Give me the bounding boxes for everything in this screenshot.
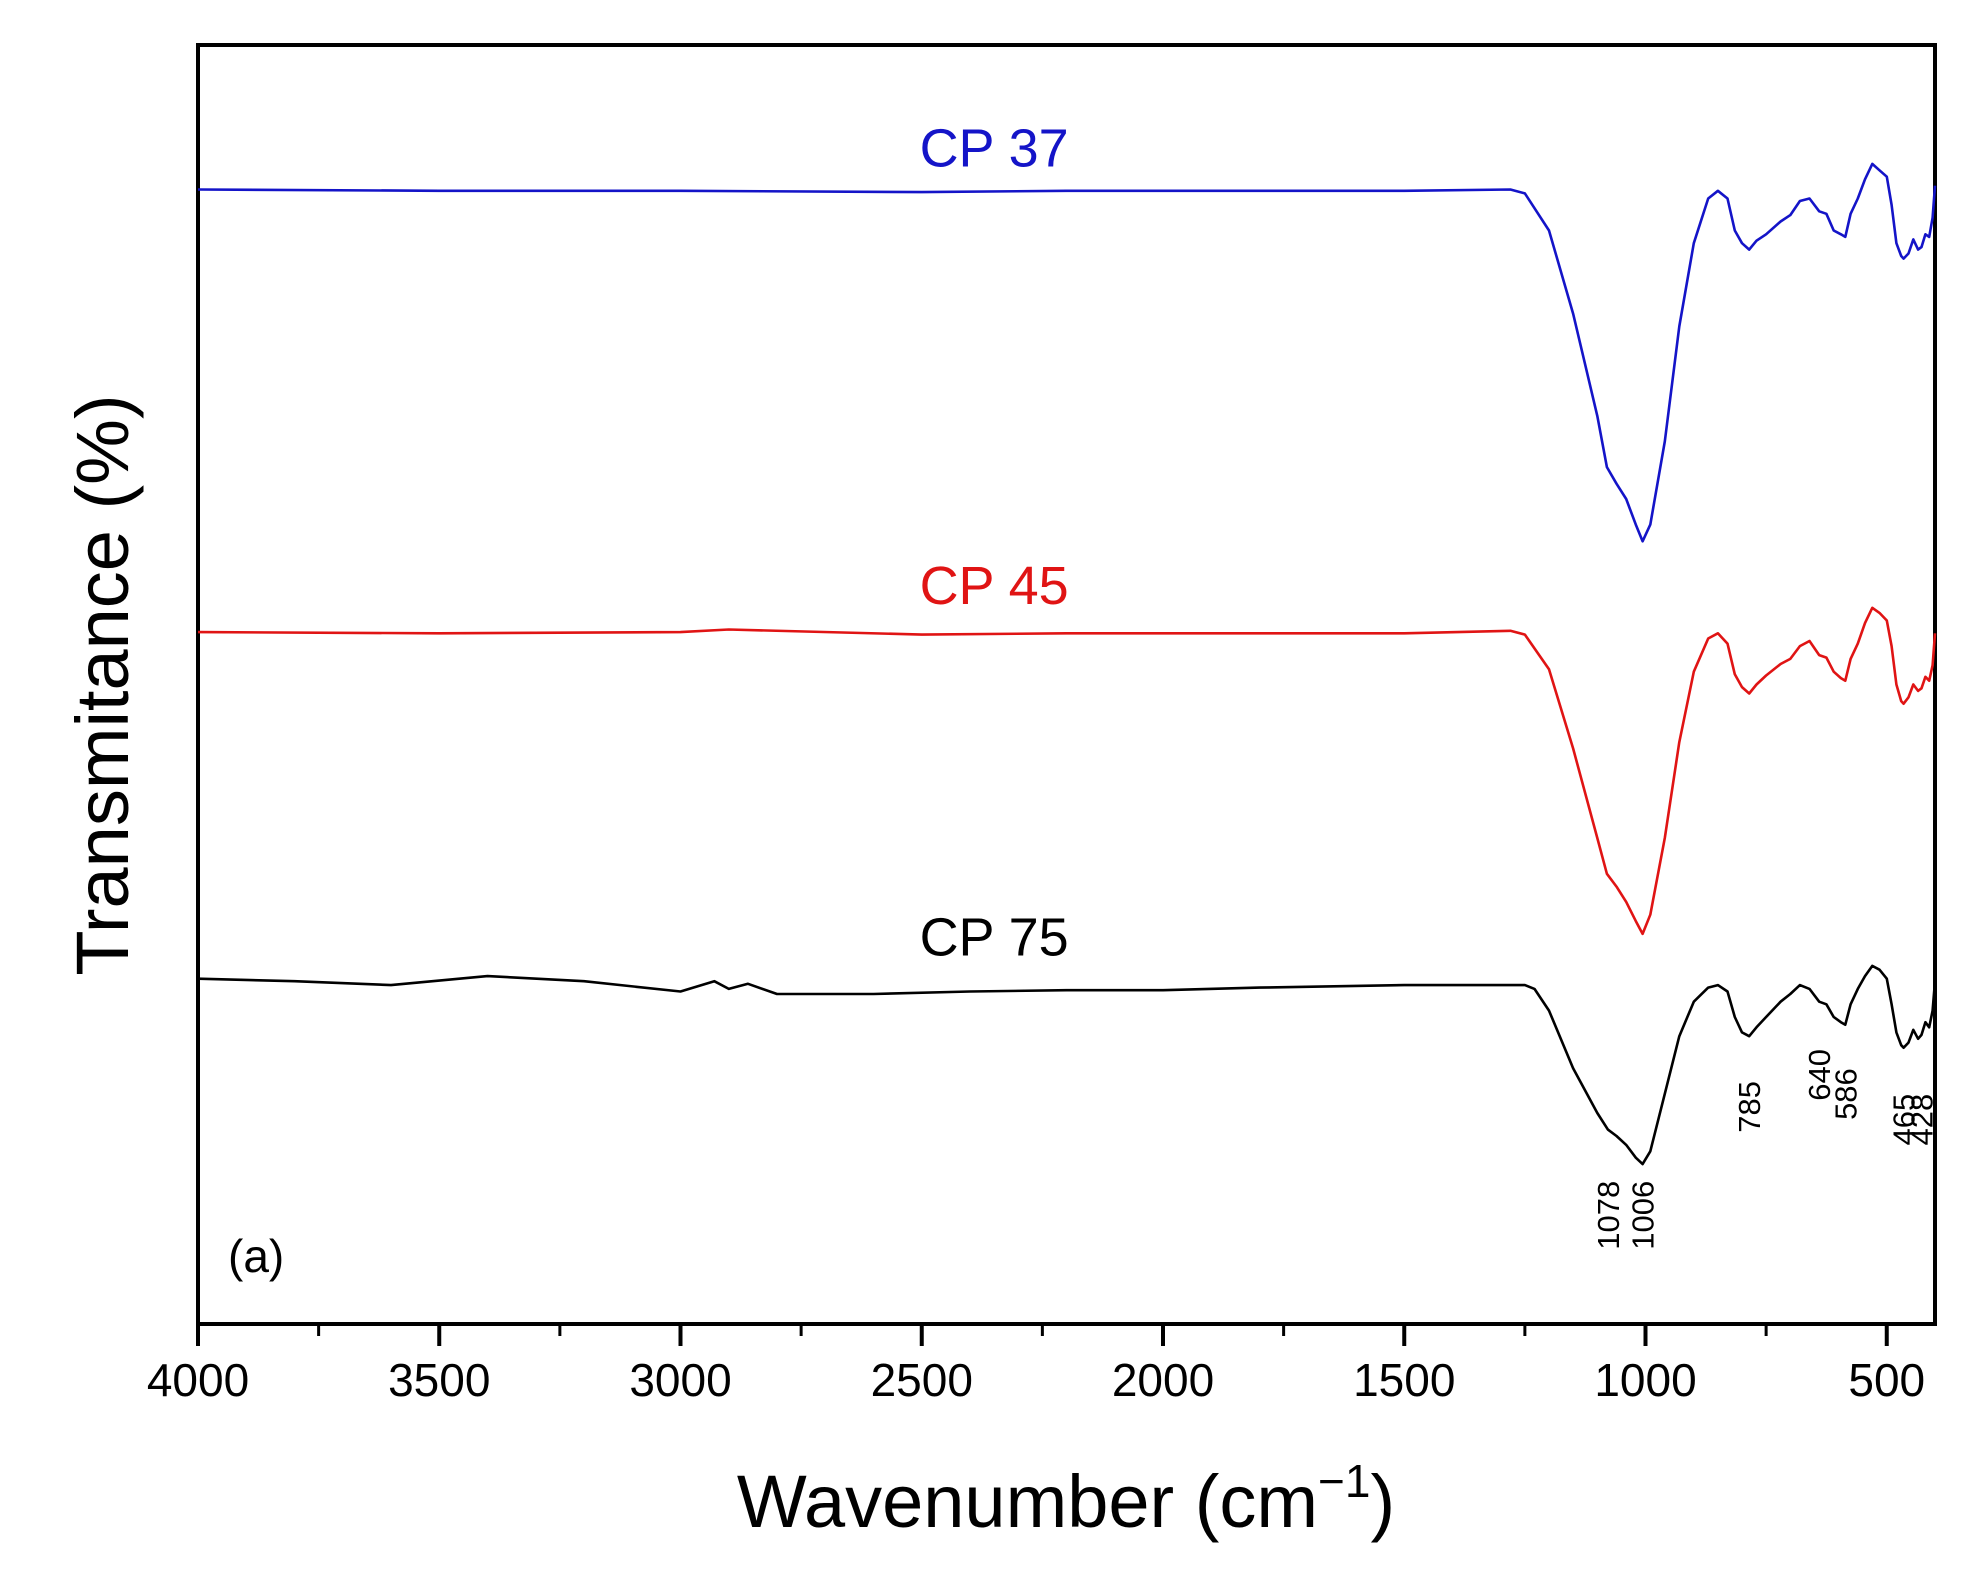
peak-label: 785 (1732, 1081, 1767, 1133)
x-axis-title: Wavenumber (cm−1) (737, 1455, 1395, 1543)
peak-label: 428 (1904, 1094, 1939, 1146)
peak-label: 640 (1802, 1049, 1837, 1101)
series-line-cp-45 (197, 606, 1937, 936)
x-axis-title-close: ) (1370, 1460, 1395, 1543)
series-layer (197, 162, 1937, 1166)
x-tick-label: 500 (1848, 1354, 1925, 1406)
series-line-cp-75 (197, 964, 1937, 1166)
x-axis-title-superscript: −1 (1318, 1455, 1370, 1507)
x-tick-label: 2500 (871, 1354, 973, 1406)
series-label-cp-37: CP 37 (920, 119, 1069, 179)
series-label-cp-45: CP 45 (920, 556, 1069, 616)
peak-label: 465 (1887, 1094, 1922, 1146)
x-tick-label: 3500 (388, 1354, 490, 1406)
x-tick-label: 1500 (1353, 1354, 1455, 1406)
x-axis: 4000 3500 3000 2500 2000 1500 1000 500 (147, 1324, 1925, 1406)
x-tick-label: 1000 (1594, 1354, 1696, 1406)
peak-label: 1006 (1626, 1181, 1661, 1250)
x-tick-label: 3000 (629, 1354, 731, 1406)
plot-frame (196, 43, 1937, 1326)
series-label-cp-75: CP 75 (920, 908, 1069, 968)
peak-label: 586 (1828, 1068, 1863, 1120)
peak-label: 1078 (1591, 1181, 1626, 1250)
x-tick-label: 2000 (1112, 1354, 1214, 1406)
panel-label: (a) (228, 1230, 284, 1282)
x-tick-label: 4000 (147, 1354, 249, 1406)
series-line-cp-37 (197, 162, 1937, 543)
y-axis-title: Transmitance (%) (61, 394, 144, 975)
x-axis-title-main: Wavenumber (cm (737, 1460, 1318, 1543)
